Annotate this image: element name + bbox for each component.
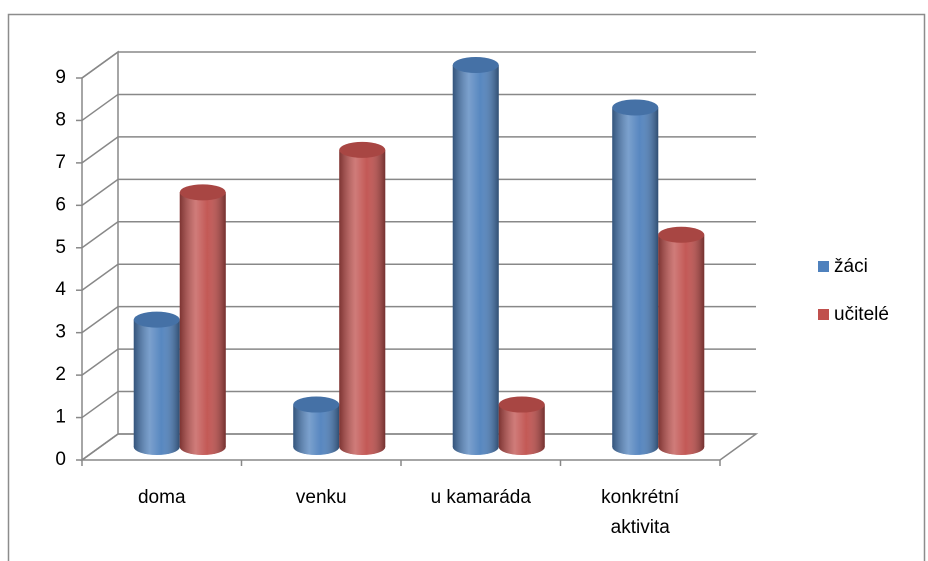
y-tick-label: 7 (55, 152, 66, 173)
y-tick-label: 3 (55, 322, 66, 343)
cylinder-top-shade (658, 226, 705, 243)
cylinder-top (179, 184, 226, 201)
y-tick-label: 8 (55, 109, 66, 130)
cylinder (498, 396, 545, 455)
y-tick-label: 0 (55, 449, 66, 470)
y-tick-label: 1 (55, 407, 66, 428)
legend-swatch (818, 309, 829, 320)
grid-line (81, 178, 756, 206)
x-tick-label-line: konkrétní (601, 487, 680, 508)
cylinder (133, 311, 180, 455)
x-tick-label: u kamaráda (431, 487, 532, 508)
chart-border (7, 13, 926, 561)
x-tick-label: venku (296, 487, 347, 508)
cylinder-top-shade (293, 396, 340, 413)
grid-line (81, 390, 756, 419)
y-tick-label: 4 (55, 279, 66, 300)
cylinder-top-shade (498, 396, 545, 413)
y-tick-label: 9 (55, 67, 66, 88)
y-tick-label: 2 (55, 364, 66, 385)
cylinder-top-shade (452, 57, 499, 73)
bar-shade (133, 319, 180, 447)
x-tick-label-line: aktivita (611, 517, 671, 538)
y-tick-label: 6 (55, 194, 66, 215)
cylinder-top (133, 311, 180, 328)
y-tick-label: 5 (55, 237, 66, 258)
legend-label: žáci (834, 256, 868, 277)
bar-shade (612, 107, 659, 447)
legend-swatch (818, 261, 829, 272)
cylinder (179, 184, 226, 455)
grid-line (81, 51, 756, 79)
cylinder-top (658, 226, 705, 243)
cylinder-top (612, 99, 659, 116)
grid-line (81, 136, 756, 164)
side-wall (81, 50, 119, 462)
x-tick-label: konkrétní aktivita (601, 487, 680, 538)
cylinder-top-shade (179, 184, 226, 201)
cylinder (293, 396, 340, 455)
x-tick-label: doma (138, 487, 186, 508)
cylinder-top-shade (133, 311, 180, 328)
bar-shade (179, 192, 226, 447)
cylinder (452, 57, 499, 455)
grid-line (81, 305, 756, 334)
bar-shade (658, 234, 705, 447)
grid-line (81, 348, 756, 376)
bar-shade (452, 65, 499, 447)
cylinder-top-shade (612, 99, 659, 116)
cylinder-top (293, 396, 340, 413)
grid-line (81, 221, 756, 249)
cylinder-top (339, 141, 386, 158)
cylinder (612, 99, 659, 455)
cylinder-top-shade (339, 141, 386, 158)
grid-line (81, 93, 756, 122)
cylinder-top (452, 57, 499, 73)
cylinder-top (498, 396, 545, 413)
grid-line (81, 263, 756, 291)
cylinder (658, 226, 705, 455)
cylinder (339, 141, 386, 455)
legend-label: učitelé (834, 304, 889, 325)
bar-shade (339, 149, 386, 447)
